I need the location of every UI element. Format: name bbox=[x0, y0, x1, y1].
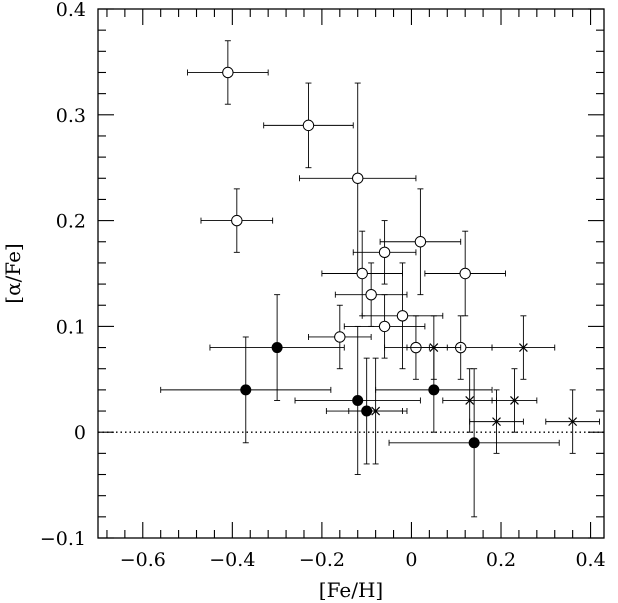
open-circle-marker bbox=[334, 331, 346, 343]
open-circle-marker bbox=[378, 320, 391, 333]
filled-circle-marker bbox=[352, 394, 364, 406]
data-point-open-circle bbox=[352, 220, 417, 285]
data-layer bbox=[160, 40, 600, 518]
data-point-open-circle bbox=[200, 188, 274, 253]
data-point-filled-circle bbox=[209, 294, 345, 401]
x-tick-label: 0.4 bbox=[575, 549, 605, 571]
y-tick-label: 0 bbox=[74, 422, 86, 444]
data-point-filled-circle bbox=[294, 325, 421, 475]
x-marker-stroke bbox=[492, 417, 501, 427]
x-marker-stroke bbox=[465, 396, 475, 405]
data-point-open-circle bbox=[361, 262, 444, 370]
data-point-x bbox=[406, 315, 462, 380]
open-circle-marker bbox=[378, 246, 391, 259]
x-marker-stroke bbox=[371, 406, 381, 416]
filled-circle-marker bbox=[428, 384, 440, 396]
x-tick-label: −0.2 bbox=[299, 549, 345, 571]
data-point-open-circle bbox=[299, 82, 417, 274]
x-tick-label: 0 bbox=[405, 549, 417, 571]
data-point-filled-circle bbox=[388, 368, 560, 518]
open-circle-marker bbox=[302, 119, 315, 132]
y-tick-label: 0.1 bbox=[56, 316, 86, 338]
x-tick-label: −0.6 bbox=[120, 549, 166, 571]
filled-circle-marker bbox=[271, 342, 283, 354]
data-point-open-circle bbox=[321, 230, 403, 317]
data-point-open-circle bbox=[424, 230, 506, 317]
y-tick-label: 0.3 bbox=[56, 105, 86, 127]
open-circle-marker bbox=[222, 66, 234, 79]
data-point-filled-circle bbox=[160, 336, 332, 444]
data-point-x bbox=[545, 389, 600, 454]
data-point-x bbox=[491, 368, 538, 433]
data-point-open-circle bbox=[263, 82, 354, 169]
open-circle-marker bbox=[365, 288, 377, 301]
data-point-open-circle bbox=[308, 304, 372, 370]
data-point-open-circle bbox=[379, 188, 462, 296]
open-circle-marker bbox=[352, 172, 364, 184]
x-tick-label: −0.4 bbox=[209, 549, 255, 571]
x-tick-label: 0.2 bbox=[486, 549, 516, 571]
data-point-x bbox=[348, 357, 403, 465]
y-tick-label: 0.2 bbox=[56, 211, 86, 233]
x-axis-label: [Fe/H] bbox=[319, 578, 383, 602]
open-circle-marker bbox=[396, 310, 409, 322]
y-tick-label: 0.4 bbox=[56, 0, 86, 21]
ticks-layer: −0.6 −0.4 −0.2 0 0.2 0.4 −0.1 0 0.1 0.2 0.3 0.4 bbox=[40, 0, 606, 571]
x-marker-stroke bbox=[429, 343, 439, 352]
x-marker-stroke bbox=[518, 343, 528, 352]
open-circle-marker bbox=[459, 267, 471, 280]
data-point-x bbox=[491, 315, 556, 380]
plot-frame bbox=[97, 8, 605, 539]
y-tick-label: −0.1 bbox=[40, 528, 86, 550]
x-marker-stroke bbox=[510, 396, 519, 405]
open-circle-marker bbox=[231, 214, 243, 227]
open-circle-marker bbox=[414, 236, 427, 248]
data-point-open-circle bbox=[334, 262, 408, 327]
open-circle-marker bbox=[356, 267, 368, 280]
data-point-open-circle bbox=[187, 40, 269, 105]
filled-circle-marker bbox=[468, 437, 480, 449]
x-marker-stroke bbox=[568, 417, 578, 427]
y-axis-label: [α/Fe] bbox=[1, 243, 25, 303]
filled-circle-marker bbox=[240, 384, 252, 396]
